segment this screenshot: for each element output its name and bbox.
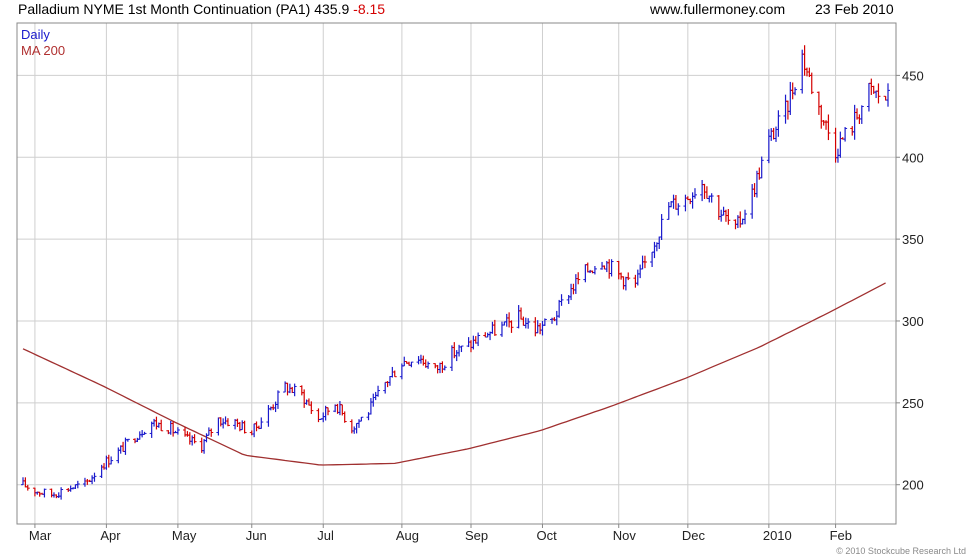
x-tick-label: 2010 xyxy=(763,528,792,543)
y-tick-label: 400 xyxy=(902,150,924,165)
chart-date: 23 Feb 2010 xyxy=(815,1,894,17)
y-tick-label: 450 xyxy=(902,68,924,83)
x-tick-label: Sep xyxy=(465,528,488,543)
x-tick-label: Apr xyxy=(100,528,121,543)
legend-daily: Daily xyxy=(21,27,50,42)
x-tick-label: Jul xyxy=(317,528,334,543)
x-tick-label: Nov xyxy=(613,528,637,543)
y-tick-label: 250 xyxy=(902,396,924,411)
ma200-line xyxy=(22,282,886,466)
last-price: 435.9 xyxy=(314,1,350,17)
x-tick-label: Jun xyxy=(246,528,267,543)
x-tick-label: Mar xyxy=(29,528,52,543)
legend-ma200: MA 200 xyxy=(21,43,66,58)
copyright-footer: © 2010 Stockcube Research Ltd xyxy=(836,546,966,556)
y-tick-label: 350 xyxy=(902,232,924,247)
chart-title: Palladium NYME 1st Month Continuation (P… xyxy=(18,1,386,17)
x-tick-label: Aug xyxy=(396,528,419,543)
y-tick-label: 200 xyxy=(902,478,924,493)
price-change: -8.15 xyxy=(353,1,386,17)
x-tick-label: May xyxy=(172,528,197,543)
plot-frame xyxy=(16,22,897,525)
y-tick-label: 300 xyxy=(902,314,924,329)
x-tick-label: Feb xyxy=(830,528,852,543)
site-url: www.fullermoney.com xyxy=(650,1,786,17)
x-tick-label: Dec xyxy=(682,528,706,543)
x-tick-label: Oct xyxy=(536,528,557,543)
